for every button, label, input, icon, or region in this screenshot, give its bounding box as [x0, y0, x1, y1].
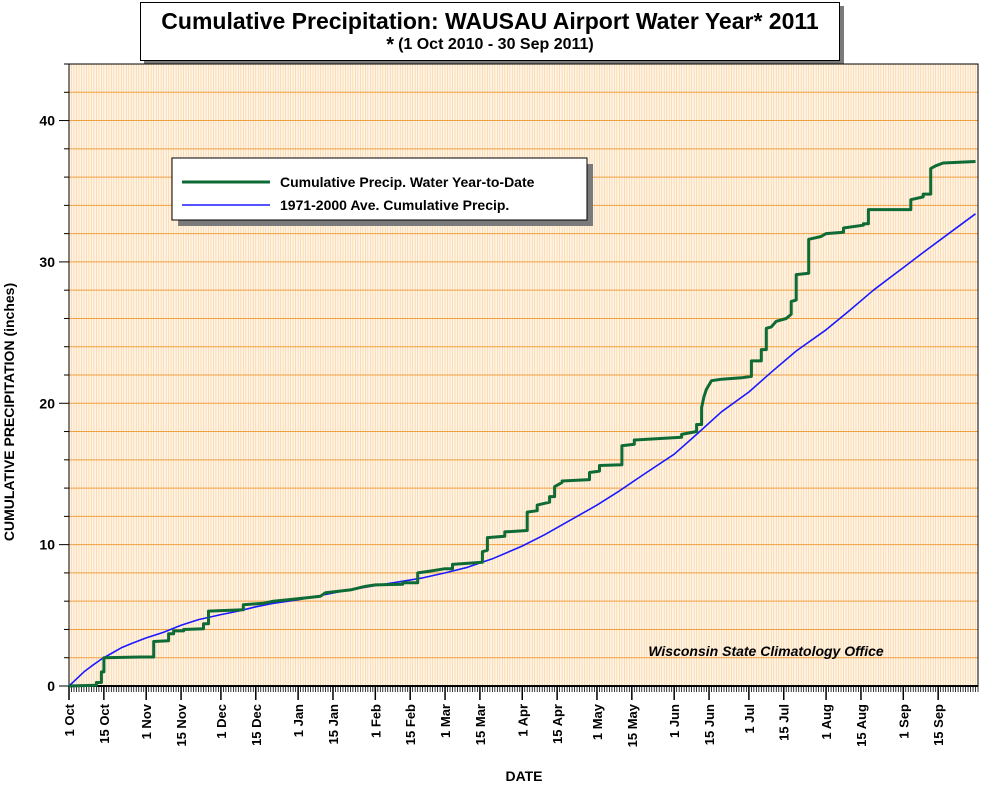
subtitle-text: (1 Oct 2010 - 30 Sep 2011) — [398, 36, 594, 53]
legend-entry-label: Cumulative Precip. Water Year-to-Date — [280, 174, 535, 190]
y-tick-label: 10 — [39, 537, 55, 553]
x-tick-label: 1 Nov — [139, 703, 154, 739]
x-tick-label: 15 Dec — [249, 704, 264, 746]
series-line-observed — [68, 160, 976, 688]
x-tick-label: 15 Jan — [326, 704, 341, 745]
x-axis-label: DATE — [505, 768, 542, 784]
series-line-average — [68, 213, 976, 687]
chart-subtitle: * (1 Oct 2010 - 30 Sep 2011) — [141, 34, 839, 56]
series — [68, 160, 976, 688]
y-axis-label: CUMULATIVE PRECIPITATION (inches) — [1, 283, 17, 541]
chart-title: Cumulative Precipitation: WAUSAU Airport… — [161, 8, 819, 34]
x-tick-label: 1 Dec — [214, 704, 229, 739]
legend: Cumulative Precip. Water Year-to-Date 197… — [171, 157, 593, 226]
x-tick-label: 1 Jul — [742, 704, 757, 734]
axes: 0 10 20 30 40 1 Oct 15 Oct 1 Nov 15 Nov 1 Dec 15 D… — [39, 63, 979, 747]
x-tick-label: 1 Sep — [896, 704, 911, 739]
y-tick-label: 40 — [39, 113, 55, 129]
x-tick-label: 1 Jun — [667, 704, 682, 738]
y-tick-label: 30 — [39, 254, 55, 270]
x-tick-label: 15 Mar — [473, 704, 488, 745]
x-tick-label: 15 Jul — [777, 704, 792, 741]
x-tick-label: 15 Feb — [403, 704, 418, 745]
x-tick-label: 15 Jun — [702, 704, 717, 745]
chart-title-box: Cumulative Precipitation: WAUSAU Airport… — [140, 2, 840, 61]
x-tick-label: 1 Feb — [368, 704, 383, 738]
x-tick-label: 1 Jan — [291, 704, 306, 737]
legend-entry-label: 1971-2000 Ave. Cumulative Precip. — [280, 197, 509, 213]
x-tick-label: 15 Apr — [550, 704, 565, 744]
legend-box — [171, 157, 588, 221]
x-tick-label: 15 Oct — [97, 703, 112, 743]
x-tick-label: 1 Oct — [62, 703, 77, 736]
x-tick-label: 15 Sep — [931, 704, 946, 746]
subtitle-star: * — [386, 34, 395, 56]
x-tick-label: 1 May — [590, 703, 605, 740]
x-tick-label: 1 Aug — [819, 704, 834, 740]
x-tick-label: 1 Mar — [438, 704, 453, 738]
x-tick-label: 15 May — [625, 703, 640, 747]
y-tick-label: 20 — [39, 395, 55, 411]
annotation-source: Wisconsin State Climatology Office — [648, 643, 884, 659]
x-tick-label: 1 Apr — [515, 704, 530, 737]
y-tick-label: 0 — [47, 678, 55, 694]
x-tick-label: 15 Aug — [854, 704, 869, 747]
x-tick-label: 15 Nov — [174, 703, 189, 746]
